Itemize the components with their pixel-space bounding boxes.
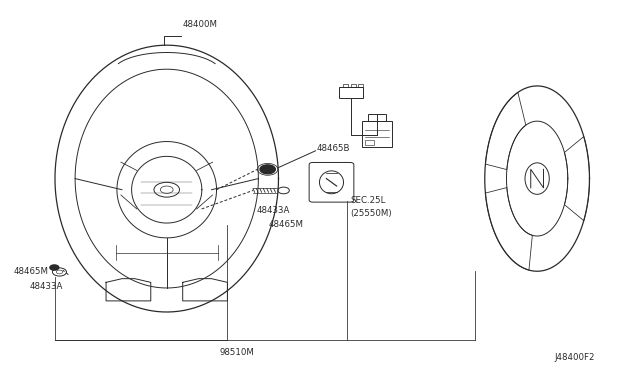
Text: 48400M: 48400M: [182, 20, 218, 29]
Text: 48433A: 48433A: [256, 206, 289, 215]
Text: 48433A: 48433A: [29, 282, 63, 291]
Text: 48465M: 48465M: [13, 267, 49, 276]
Circle shape: [260, 165, 275, 174]
Circle shape: [50, 265, 59, 270]
Text: SEC.25L: SEC.25L: [351, 196, 386, 205]
Text: 48465M: 48465M: [269, 221, 304, 230]
Text: 98510M: 98510M: [220, 348, 255, 357]
Text: J48400F2: J48400F2: [554, 353, 595, 362]
Text: 48465B: 48465B: [317, 144, 350, 153]
Text: (25550M): (25550M): [351, 209, 392, 218]
